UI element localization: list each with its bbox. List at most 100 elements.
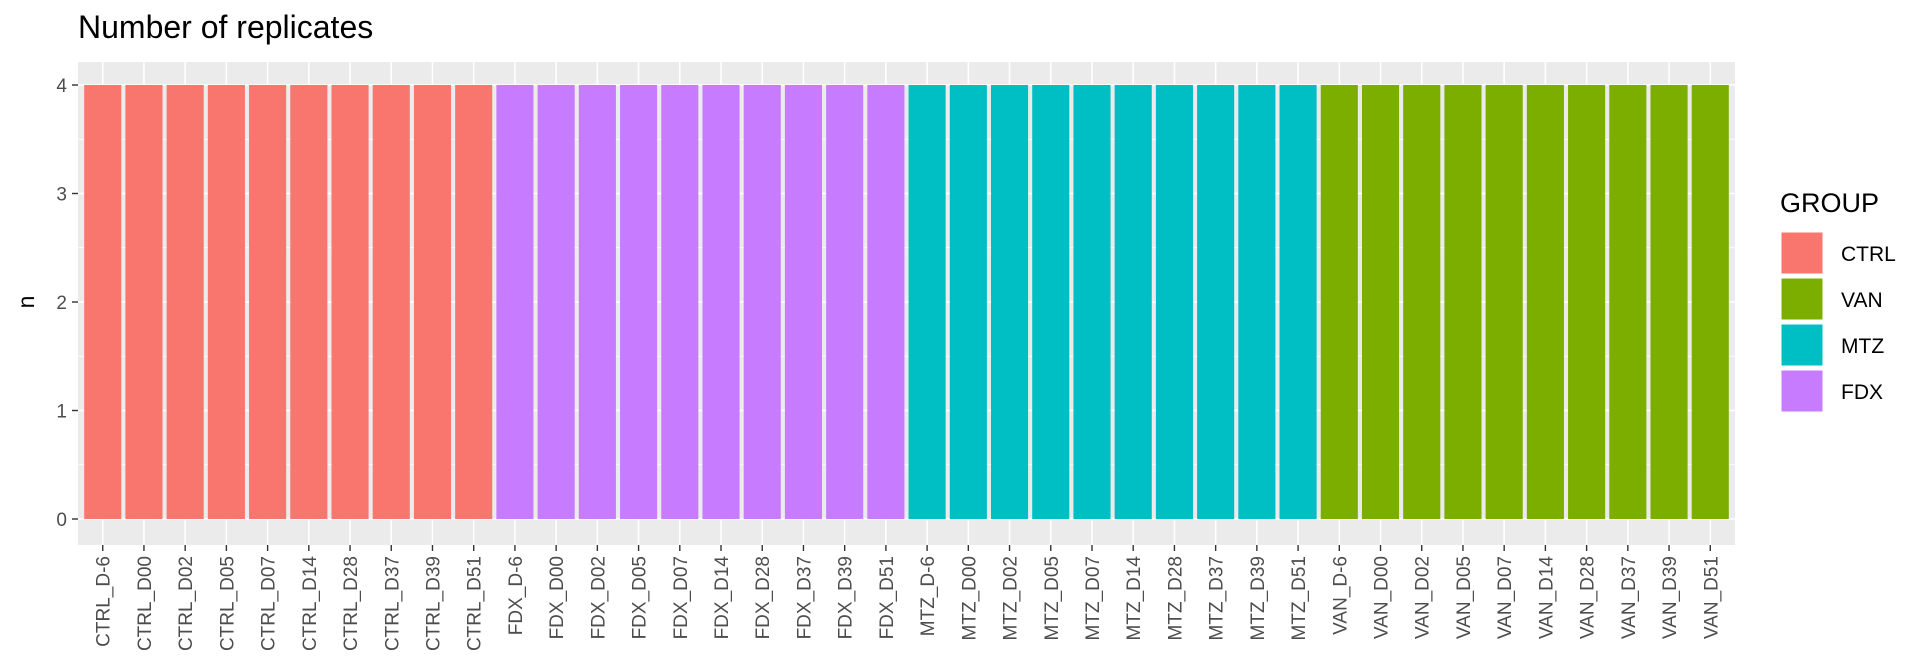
- bar: [1444, 85, 1482, 519]
- bar: [867, 85, 905, 519]
- bar: [620, 85, 658, 519]
- bar: [826, 85, 864, 519]
- x-tick-label: VAN_D02: [1413, 556, 1434, 639]
- x-tick-label: FDX_D28: [753, 556, 774, 639]
- x-tick-label: MTZ_D07: [1083, 556, 1104, 640]
- bar: [784, 85, 823, 519]
- bar: [125, 85, 163, 519]
- y-tick-label: 4: [56, 76, 67, 97]
- x-tick-label: MTZ_D14: [1124, 556, 1145, 641]
- legend-key: [1780, 369, 1824, 413]
- x-tick-label: MTZ_D05: [1042, 556, 1063, 640]
- x-tick-label: VAN_D07: [1495, 556, 1516, 639]
- bar: [290, 85, 328, 519]
- x-tick-label: MTZ_D-6: [918, 556, 939, 636]
- bar: [496, 85, 534, 519]
- bar: [1526, 85, 1564, 519]
- x-tick-label: FDX_D37: [794, 556, 815, 639]
- x-tick-label: CTRL_D39: [423, 556, 444, 651]
- y-axis: 0 1 2 3 4: [56, 76, 78, 531]
- bar: [578, 85, 616, 519]
- bar: [990, 85, 1029, 519]
- x-tick-label: FDX_D05: [630, 556, 651, 639]
- bar: [331, 85, 369, 519]
- y-axis-title: n: [13, 296, 39, 309]
- x-tick-label: CTRL_D00: [135, 556, 156, 651]
- bar: [1691, 85, 1729, 519]
- x-tick-label: CTRL_D51: [465, 556, 486, 651]
- x-tick-label: FDX_D02: [588, 556, 609, 639]
- x-tick-label: FDX_D07: [671, 556, 692, 639]
- x-tick-label: CTRL_D-6: [94, 556, 115, 647]
- bar: [1650, 85, 1688, 519]
- y-tick-label: 1: [56, 402, 67, 423]
- x-tick-label: CTRL_D02: [176, 556, 197, 651]
- bar: [166, 85, 204, 519]
- bar: [1238, 85, 1276, 519]
- bar: [949, 85, 987, 519]
- x-tick-label: FDX_D14: [712, 556, 733, 640]
- x-tick-label: VAN_D39: [1660, 556, 1681, 639]
- x-tick-label: CTRL_D37: [382, 556, 403, 651]
- x-tick-label: MTZ_D37: [1207, 556, 1228, 640]
- legend-label: VAN: [1841, 289, 1883, 312]
- chart-title: Number of replicates: [78, 9, 373, 45]
- x-tick-label: VAN_D00: [1372, 556, 1393, 639]
- plot-panel: [78, 62, 1735, 545]
- legend-key: [1780, 323, 1824, 367]
- legend-title: GROUP: [1780, 188, 1879, 218]
- x-tick-label: VAN_D28: [1578, 556, 1599, 639]
- x-tick-label: MTZ_D39: [1248, 556, 1269, 640]
- legend-key: [1780, 277, 1824, 321]
- bar: [207, 85, 245, 519]
- x-axis: CTRL_D-6 CTRL_D00 CTRL_D02 CTRL_D05 CTRL_D07…: [94, 545, 1722, 651]
- bar: [1279, 85, 1317, 519]
- legend-label: CTRL: [1841, 243, 1896, 266]
- bar: [702, 85, 740, 519]
- bar: [1403, 85, 1441, 519]
- x-tick-label: CTRL_D05: [217, 556, 238, 651]
- x-tick-label: VAN_D51: [1701, 556, 1722, 639]
- bar: [537, 85, 575, 519]
- bar: [413, 85, 452, 519]
- x-tick-label: CTRL_D28: [341, 556, 362, 651]
- bar: [1114, 85, 1152, 519]
- x-tick-label: FDX_D-6: [506, 556, 527, 635]
- x-tick-label: VAN_D05: [1454, 556, 1475, 639]
- bar: [1073, 85, 1111, 519]
- bar: [1361, 85, 1400, 519]
- x-tick-label: VAN_D37: [1619, 556, 1640, 639]
- x-tick-label: MTZ_D51: [1289, 556, 1310, 640]
- bar: [908, 85, 946, 519]
- x-tick-label: VAN_D-6: [1330, 556, 1351, 635]
- x-tick-label: VAN_D14: [1536, 556, 1557, 640]
- x-tick-label: MTZ_D02: [1001, 556, 1022, 640]
- x-tick-label: MTZ_D00: [959, 556, 980, 640]
- legend-key: [1780, 231, 1824, 275]
- legend-label: FDX: [1841, 381, 1883, 404]
- bar: [1155, 85, 1193, 519]
- x-tick-label: FDX_D00: [547, 556, 568, 639]
- y-tick-label: 2: [56, 293, 67, 314]
- bar: [372, 85, 410, 519]
- y-tick-label: 3: [56, 185, 67, 206]
- bar: [1320, 85, 1358, 519]
- legend: GROUP CTRL VAN MTZ FDX: [1780, 188, 1896, 413]
- x-tick-label: FDX_D39: [836, 556, 857, 639]
- bar: [1032, 85, 1070, 519]
- bar: [1485, 85, 1523, 519]
- bar: [84, 85, 122, 519]
- bar: [743, 85, 781, 519]
- bar: [249, 85, 287, 519]
- x-tick-label: CTRL_D14: [300, 556, 321, 651]
- x-tick-label: FDX_D51: [877, 556, 898, 639]
- bar: [455, 85, 493, 519]
- x-tick-label: MTZ_D28: [1165, 556, 1186, 640]
- bar: [661, 85, 699, 519]
- bar: [1568, 85, 1606, 519]
- y-tick-label: 0: [56, 510, 67, 531]
- x-tick-label: CTRL_D07: [259, 556, 280, 651]
- bar: [1197, 85, 1235, 519]
- bar: [1609, 85, 1647, 519]
